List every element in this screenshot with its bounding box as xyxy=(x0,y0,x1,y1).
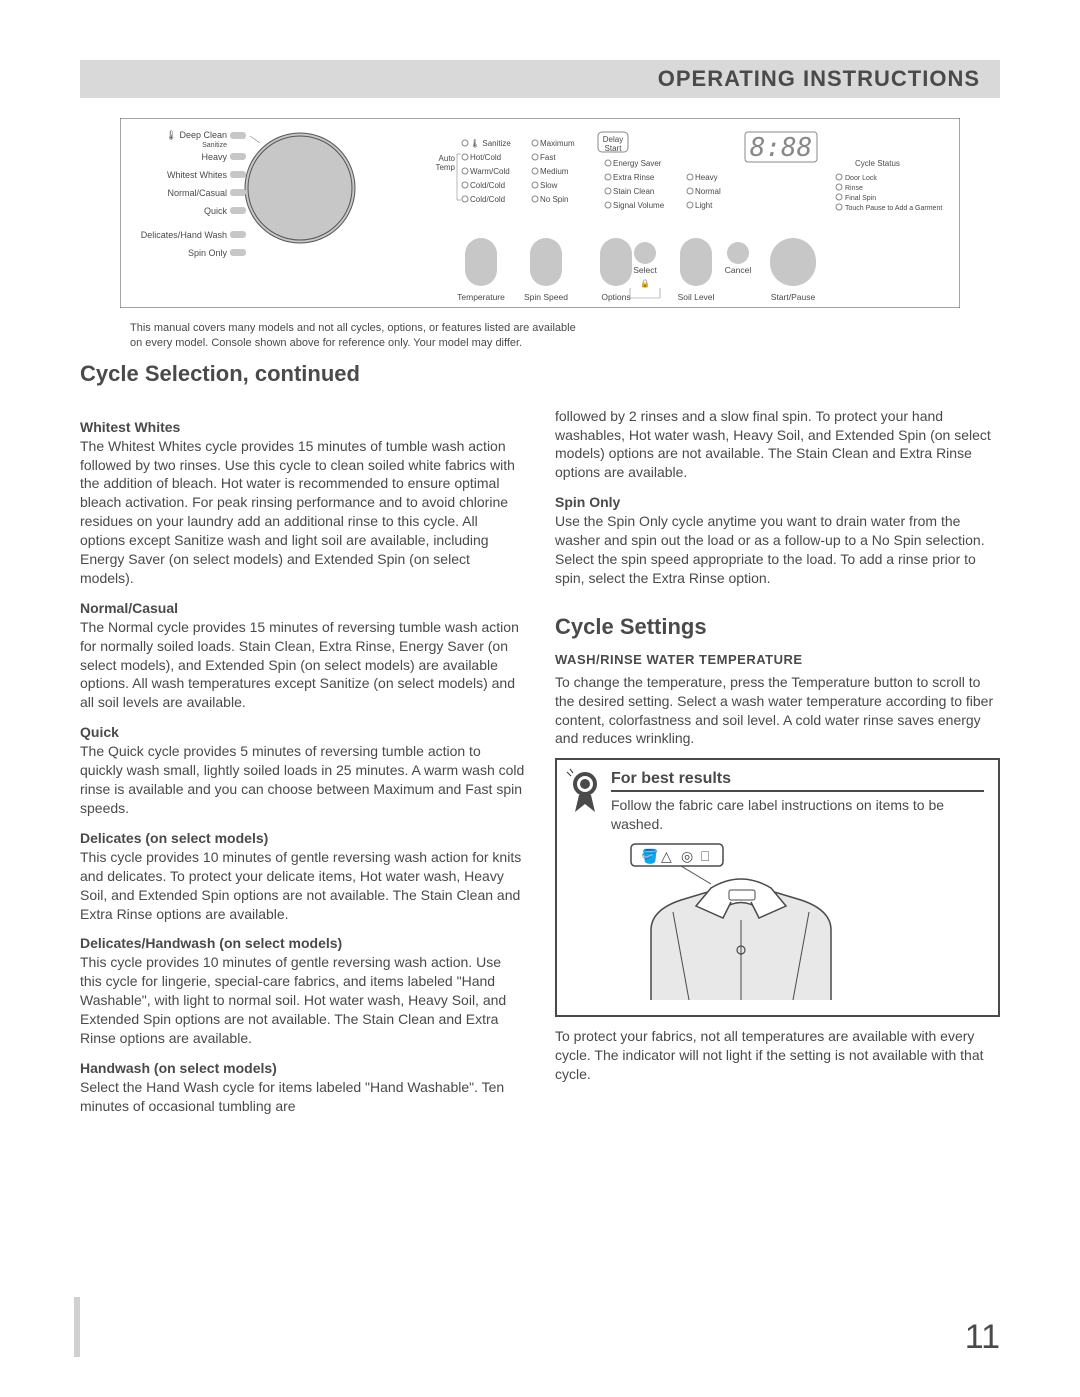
page-edge-mark xyxy=(74,1297,80,1357)
heading-handwash: Handwash (on select models) xyxy=(80,1060,525,1076)
svg-text:Heavy: Heavy xyxy=(201,152,227,162)
text-delicates: This cycle provides 10 minutes of gentle… xyxy=(80,848,525,924)
svg-text:Select: Select xyxy=(633,265,657,275)
svg-text:Normal/Casual: Normal/Casual xyxy=(167,188,227,198)
console-note: This manual covers many models and not a… xyxy=(130,321,1000,351)
svg-text:8:88: 8:88 xyxy=(750,133,813,163)
page-header-title: OPERATING INSTRUCTIONS xyxy=(658,66,980,92)
svg-text:Auto: Auto xyxy=(439,154,456,163)
tip-text: Follow the fabric care label instruction… xyxy=(611,796,984,834)
svg-text:Whitest Whites: Whitest Whites xyxy=(167,170,228,180)
text-after-tip: To protect your fabrics, not all tempera… xyxy=(555,1027,1000,1084)
svg-text:Heavy: Heavy xyxy=(695,173,718,182)
svg-text:Rinse: Rinse xyxy=(845,185,863,192)
svg-text:Door Lock: Door Lock xyxy=(845,175,877,182)
heading-wash-rinse-temp: WASH/RINSE WATER TEMPERATURE xyxy=(555,652,1000,667)
text-spin-only: Use the Spin Only cycle anytime you want… xyxy=(555,512,1000,588)
svg-text:Cold/Cold: Cold/Cold xyxy=(470,195,505,204)
text-whitest-whites: The Whitest Whites cycle provides 15 min… xyxy=(80,437,525,588)
svg-text:🔒: 🔒 xyxy=(640,279,650,288)
console-diagram: 🌡 Deep Clean Sanitize Heavy Whitest Whit… xyxy=(120,118,960,313)
heading-spin-only: Spin Only xyxy=(555,494,1000,510)
svg-text:Soil Level: Soil Level xyxy=(678,292,715,302)
text-handwash: Select the Hand Wash cycle for items lab… xyxy=(80,1078,525,1116)
svg-text:Hot/Cold: Hot/Cold xyxy=(470,153,501,162)
svg-text:Spin Only: Spin Only xyxy=(188,248,228,258)
column-right: followed by 2 rinses and a slow final sp… xyxy=(555,407,1000,1120)
svg-text:Spin Speed: Spin Speed xyxy=(524,292,568,302)
svg-text:Fast: Fast xyxy=(540,153,556,162)
text-wash-rinse-temp: To change the temperature, press the Tem… xyxy=(555,673,1000,749)
heading-delicates-handwash: Delicates/Handwash (on select models) xyxy=(80,935,525,951)
svg-text:Slow: Slow xyxy=(540,181,558,190)
svg-text:Signal Volume: Signal Volume xyxy=(613,201,665,210)
svg-text:Maximum: Maximum xyxy=(540,139,575,148)
svg-text:Final Spin: Final Spin xyxy=(845,195,876,202)
svg-text:No Spin: No Spin xyxy=(540,195,568,204)
console-note-line2: on every model. Console shown above for … xyxy=(130,337,522,349)
console-svg: 🌡 Deep Clean Sanitize Heavy Whitest Whit… xyxy=(120,118,960,308)
page-number: 11 xyxy=(965,1318,1000,1357)
svg-text:🪣: 🪣 xyxy=(641,848,658,865)
svg-text:Start/Pause: Start/Pause xyxy=(771,292,816,302)
heading-delicates: Delicates (on select models) xyxy=(80,830,525,846)
text-delicates-handwash: This cycle provides 10 minutes of gentle… xyxy=(80,953,525,1047)
svg-text:Cancel: Cancel xyxy=(725,265,752,275)
svg-text:△: △ xyxy=(661,848,672,864)
text-handwash-continued: followed by 2 rinses and a slow final sp… xyxy=(555,407,1000,483)
svg-text:Cold/Cold: Cold/Cold xyxy=(470,181,505,190)
svg-text:Normal: Normal xyxy=(695,187,721,196)
svg-text:Delay: Delay xyxy=(603,135,623,144)
svg-text:Delicates/Hand Wash: Delicates/Hand Wash xyxy=(141,230,227,240)
heading-whitest-whites: Whitest Whites xyxy=(80,419,525,435)
svg-text:🌡 Sanitize: 🌡 Sanitize xyxy=(470,139,511,148)
heading-normal-casual: Normal/Casual xyxy=(80,600,525,616)
ribbon-icon xyxy=(565,768,605,823)
svg-text:Stain Clean: Stain Clean xyxy=(613,187,654,196)
svg-text:Sanitize: Sanitize xyxy=(202,142,227,149)
text-normal-casual: The Normal cycle provides 15 minutes of … xyxy=(80,618,525,712)
column-left: Whitest Whites The Whitest Whites cycle … xyxy=(80,407,525,1120)
tip-box-best-results: For best results Follow the fabric care … xyxy=(555,758,1000,1017)
section-cycle-selection: Cycle Selection, continued xyxy=(80,361,1000,387)
svg-text:Temperature: Temperature xyxy=(457,292,505,302)
svg-text:Cycle Status: Cycle Status xyxy=(855,159,900,168)
svg-text:🌡 Deep Clean: 🌡 Deep Clean xyxy=(166,130,227,140)
svg-text:Medium: Medium xyxy=(540,167,569,176)
heading-quick: Quick xyxy=(80,724,525,740)
svg-text:Warm/Cold: Warm/Cold xyxy=(470,167,510,176)
svg-text:Extra Rinse: Extra Rinse xyxy=(613,173,655,182)
svg-text:Light: Light xyxy=(695,201,713,210)
section-cycle-settings: Cycle Settings xyxy=(555,614,1000,640)
svg-text:Quick: Quick xyxy=(204,206,228,216)
shirt-illustration: 🪣 △ ◎ ⎕ xyxy=(611,840,931,1000)
page-body: Whitest Whites The Whitest Whites cycle … xyxy=(80,407,1000,1120)
svg-text:Touch Pause to Add a Garment: Touch Pause to Add a Garment xyxy=(845,205,942,212)
svg-text:Options: Options xyxy=(601,292,630,302)
console-note-line1: This manual covers many models and not a… xyxy=(130,322,576,334)
page-header-bar: OPERATING INSTRUCTIONS xyxy=(80,60,1000,98)
svg-text:◎: ◎ xyxy=(681,848,693,864)
svg-text:⎕: ⎕ xyxy=(701,848,709,864)
text-quick: The Quick cycle provides 5 minutes of re… xyxy=(80,742,525,818)
svg-text:Energy Saver: Energy Saver xyxy=(613,159,662,168)
svg-text:Temp: Temp xyxy=(435,163,455,172)
tip-title: For best results xyxy=(611,770,984,792)
